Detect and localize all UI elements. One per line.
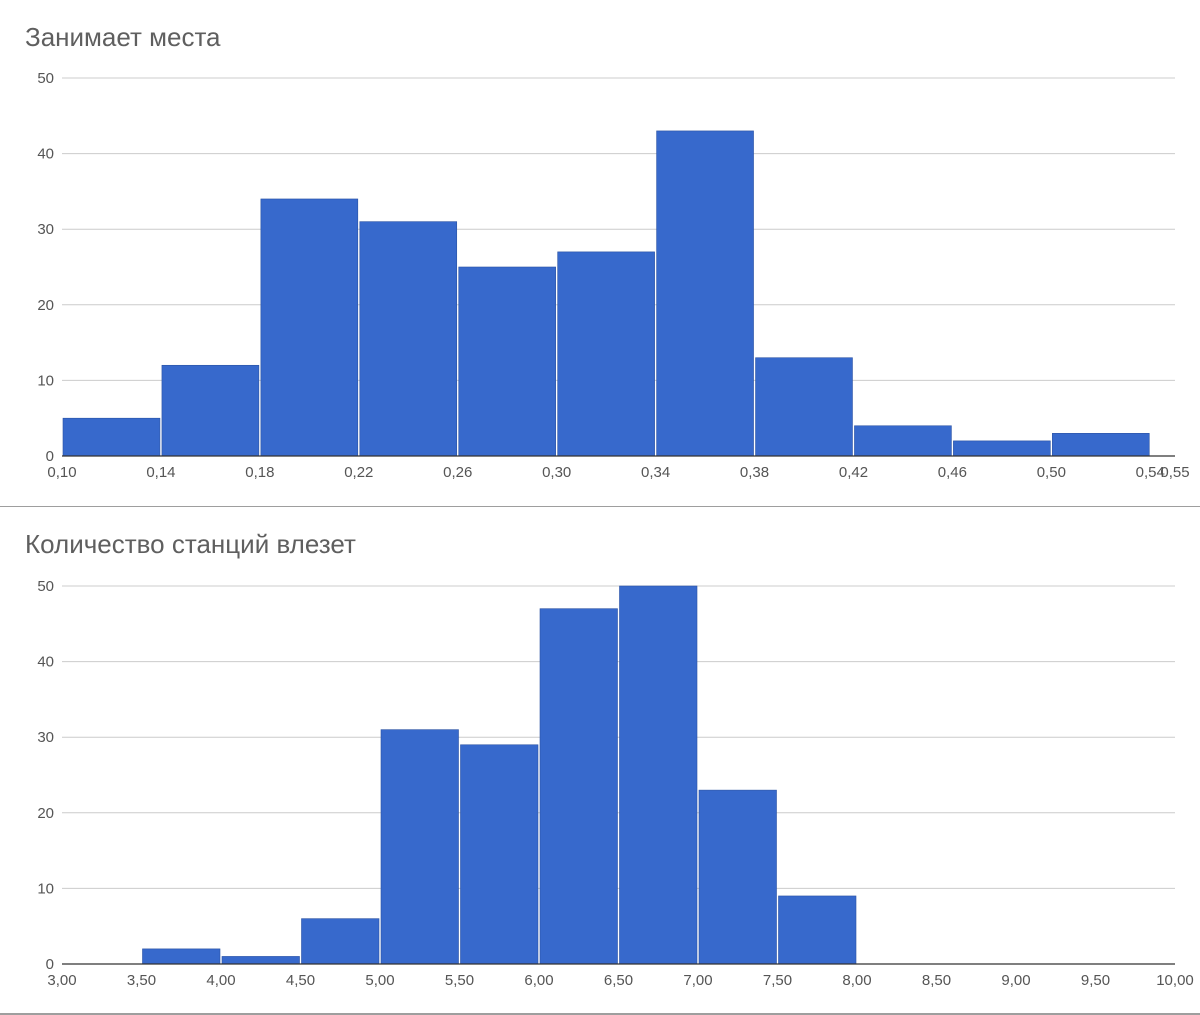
y-tick-label: 10 [37,372,54,389]
histogram-bar [142,948,221,965]
histogram-bar [260,198,359,457]
bottom-border [0,1013,1200,1015]
x-tick-label: 10,00 [1156,972,1194,989]
histogram-bar [62,417,161,457]
y-tick-label: 40 [37,654,54,671]
x-tick-label: 8,00 [842,972,871,989]
y-tick-label: 0 [46,448,54,465]
x-tick-label: 0,42 [839,464,868,481]
x-tick-label: 0,22 [344,464,373,481]
x-tick-label: 9,50 [1081,972,1110,989]
x-tick-label: 0,55 [1160,464,1189,481]
y-tick-label: 30 [37,221,54,238]
x-tick-label: 4,00 [206,972,235,989]
chart-0-svg: 0 10 20 30 40 50 0,10 0,14 0,18 0,22 0,26 0,30 0,34 0… [37,70,1189,481]
x-tick-label: 0,30 [542,464,571,481]
x-tick-label: 0,46 [938,464,967,481]
histogram-bar [755,357,853,457]
y-tick-label: 20 [37,805,54,822]
histogram-bar [539,608,618,965]
x-tick-label: 0,34 [641,464,670,481]
chart-title: Занимает места [25,22,221,52]
histogram-bar [953,440,1051,457]
x-tick-label: 0,38 [740,464,769,481]
histogram-panel-stations: 0 10 20 30 40 50 3,00 3,50 4,00 4,50 5,00 5,50 6,00 6… [0,507,1200,1015]
y-tick-label: 40 [37,146,54,163]
y-tick-label: 20 [37,297,54,314]
histogram-bar [221,956,300,965]
histogram-bar [557,251,655,457]
x-tick-label: 3,00 [47,972,76,989]
x-tick-label: 0,18 [245,464,274,481]
histogram-bar [854,425,952,457]
y-tick-label: 30 [37,729,54,746]
x-tick-label: 8,50 [922,972,951,989]
x-tick-label: 3,50 [127,972,156,989]
histogram-bar [698,789,777,965]
x-tick-label: 0,54 [1136,464,1165,481]
x-tick-label: 6,00 [524,972,553,989]
histogram-bar [619,585,698,965]
x-tick-label: 7,50 [763,972,792,989]
x-tick-label: 0,26 [443,464,472,481]
x-tick-label: 9,00 [1001,972,1030,989]
histogram-bar [380,729,459,965]
x-tick-label: 0,50 [1037,464,1066,481]
y-tick-label: 50 [37,578,54,595]
histogram-bar [778,895,857,965]
x-tick-label: 0,14 [146,464,175,481]
x-tick-label: 5,00 [365,972,394,989]
histogram-bar [460,744,539,965]
histogram-panel-seats: 0 10 20 30 40 50 0,10 0,14 0,18 0,22 0,26 0,30 0,34 0… [0,0,1200,507]
chart-1-svg: 0 10 20 30 40 50 3,00 3,50 4,00 4,50 5,00 5,50 6,00 6… [37,578,1194,989]
x-tick-label: 4,50 [286,972,315,989]
x-tick-label: 5,50 [445,972,474,989]
y-tick-label: 0 [46,956,54,973]
y-tick-label: 10 [37,880,54,897]
histogram-bar [161,364,260,457]
chart-title: Количество станций влезет [25,529,356,559]
histogram-bar [656,130,754,457]
x-tick-label: 7,00 [683,972,712,989]
histogram-bar [301,918,380,965]
histogram-bar [359,221,458,457]
x-tick-label: 6,50 [604,972,633,989]
histogram-bar [458,266,556,457]
histogram-bar [1052,433,1150,457]
y-tick-label: 50 [37,70,54,87]
x-tick-label: 0,10 [47,464,76,481]
